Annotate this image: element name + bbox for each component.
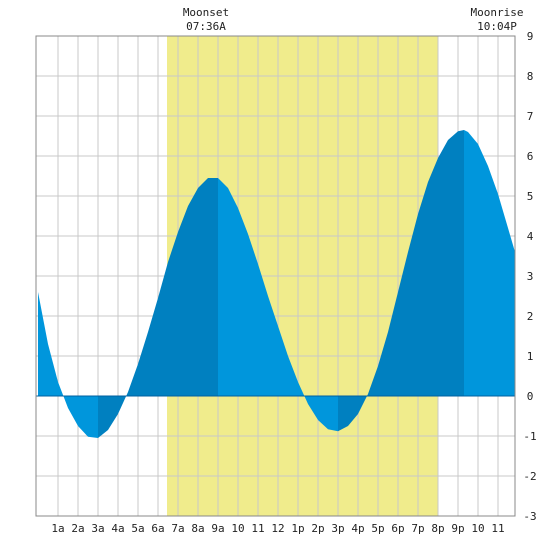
tide-falling-segment: [218, 178, 338, 432]
y-tick-label: 8: [527, 70, 534, 83]
y-tick-label: 5: [527, 190, 534, 203]
moonrise-label: Moonrise: [471, 6, 524, 19]
moonrise-time: 10:04P: [477, 20, 517, 33]
y-tick-label: 9: [527, 30, 534, 43]
y-tick-label: -1: [523, 430, 536, 443]
y-tick-label: 2: [527, 310, 534, 323]
tide-falling-segment: [38, 292, 98, 438]
tide-rising-segment: [338, 130, 464, 432]
x-tick-label: 6p: [391, 522, 404, 535]
x-tick-label: 10: [471, 522, 484, 535]
x-tick-label: 5a: [131, 522, 144, 535]
x-tick-label: 1p: [291, 522, 304, 535]
x-tick-label: 4p: [351, 522, 364, 535]
y-tick-label: 7: [527, 110, 534, 123]
x-tick-label: 9p: [451, 522, 464, 535]
x-tick-label: 6a: [151, 522, 164, 535]
x-tick-label: 3a: [91, 522, 104, 535]
x-tick-label: 10: [231, 522, 244, 535]
x-tick-label: 9a: [211, 522, 224, 535]
x-tick-label: 7a: [171, 522, 184, 535]
x-axis-ticks: 1a 2a 3a 4a 5a 6a 7a 8a 9a 10 11 12 1p 2p 3p 4p 5p 6p 7p 8p…: [51, 522, 504, 535]
y-tick-label: 1: [527, 350, 534, 363]
tide-rising-segment: [98, 178, 218, 438]
y-tick-label: 3: [527, 270, 534, 283]
x-tick-label: 5p: [371, 522, 384, 535]
x-tick-label: 3p: [331, 522, 344, 535]
y-tick-label: 4: [527, 230, 534, 243]
x-tick-label: 7p: [411, 522, 424, 535]
plot-frame: [35, 35, 516, 517]
x-tick-label: 11: [491, 522, 504, 535]
x-tick-label: 2a: [71, 522, 84, 535]
y-axis-ticks: -3 -2 -1 0 1 2 3 4 5 6 7 8 9: [523, 30, 536, 523]
y-tick-label: 0: [527, 390, 534, 403]
y-tick-label: 6: [527, 150, 534, 163]
x-tick-label: 8a: [191, 522, 204, 535]
x-tick-label: 12: [271, 522, 284, 535]
tide-area: [38, 130, 515, 438]
x-tick-label: 2p: [311, 522, 324, 535]
x-tick-label: 1a: [51, 522, 64, 535]
y-tick-label: -3: [523, 510, 536, 523]
moonset-label: Moonset: [183, 6, 229, 19]
moonset-time: 07:36A: [186, 20, 226, 33]
x-tick-label: 4a: [111, 522, 124, 535]
x-tick-label: 11: [251, 522, 264, 535]
x-tick-label: 8p: [431, 522, 444, 535]
y-tick-label: -2: [523, 470, 536, 483]
tide-falling-segment: [464, 130, 515, 396]
